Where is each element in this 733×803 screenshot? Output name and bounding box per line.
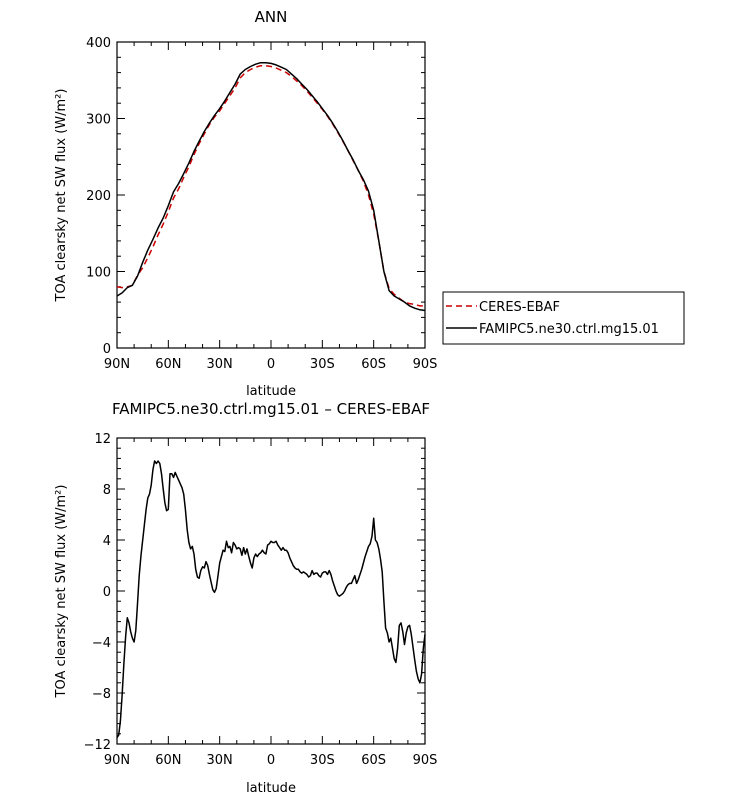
y-tick-labels: −12 −8 −4 0 4 8 12 <box>84 432 111 753</box>
x-tick-label: 90N <box>104 357 130 372</box>
legend-label-ceres: CERES-EBAF <box>479 300 560 315</box>
y-tick-label: −12 <box>84 738 111 753</box>
bottom-panel: FAMIPC5.ne30.ctrl.mg15.01 – CERES-EBAF 9… <box>54 400 437 796</box>
legend: CERES-EBAF FAMIPC5.ne30.ctrl.mg15.01 <box>442 291 685 345</box>
x-tick-label: 30S <box>310 753 335 768</box>
x-tick-label: 60S <box>361 357 386 372</box>
series-line <box>116 61 426 312</box>
x-tick-label: 30S <box>310 357 335 372</box>
y-tick-labels: 0 100 200 300 400 <box>86 36 111 357</box>
y-tick-label: −4 <box>92 636 111 651</box>
y-axis-label: TOA clearsky net SW flux (W/m²) <box>54 485 69 699</box>
y-tick-label: 0 <box>103 342 111 357</box>
x-tick-label: 90S <box>413 357 438 372</box>
x-tick-label: 90S <box>413 753 438 768</box>
top-panel: ANN 90N 60N 30N 0 30S 60S 90S 0 100 200 300 400 la… <box>54 8 437 399</box>
y-tick-label: 8 <box>103 483 111 498</box>
axis-ticks <box>116 437 426 745</box>
y-tick-label: 300 <box>86 113 111 128</box>
x-tick-label: 30N <box>207 753 233 768</box>
y-tick-label: 0 <box>103 585 111 600</box>
series-line <box>116 64 425 307</box>
x-tick-labels: 90N 60N 30N 0 30S 60S 90S <box>104 753 438 768</box>
x-tick-label: 60N <box>155 753 181 768</box>
x-tick-label: 0 <box>267 753 275 768</box>
axis-ticks <box>116 41 426 349</box>
x-tick-label: 60N <box>155 357 181 372</box>
y-tick-label: −8 <box>92 687 111 702</box>
panel-title: ANN <box>255 8 288 26</box>
y-tick-label: 200 <box>86 189 111 204</box>
legend-box <box>442 291 685 345</box>
plot-frame <box>116 41 426 349</box>
x-tick-labels: 90N 60N 30N 0 30S 60S 90S <box>104 357 438 372</box>
series-lines <box>116 61 426 312</box>
series-lines <box>116 460 426 739</box>
panel-title: FAMIPC5.ne30.ctrl.mg15.01 – CERES-EBAF <box>112 400 430 418</box>
y-axis-label: TOA clearsky net SW flux (W/m²) <box>54 89 69 303</box>
x-tick-label: 30N <box>207 357 233 372</box>
x-axis-label: latitude <box>246 781 296 796</box>
series-line <box>116 460 426 739</box>
y-tick-label: 12 <box>94 432 111 447</box>
x-tick-label: 0 <box>267 357 275 372</box>
y-tick-label: 100 <box>86 266 111 281</box>
legend-label-model: FAMIPC5.ne30.ctrl.mg15.01 <box>479 322 659 337</box>
y-tick-label: 4 <box>103 534 111 549</box>
y-tick-label: 400 <box>86 36 111 51</box>
x-axis-label: latitude <box>246 384 296 399</box>
x-tick-label: 60S <box>361 753 386 768</box>
x-tick-label: 90N <box>104 753 130 768</box>
